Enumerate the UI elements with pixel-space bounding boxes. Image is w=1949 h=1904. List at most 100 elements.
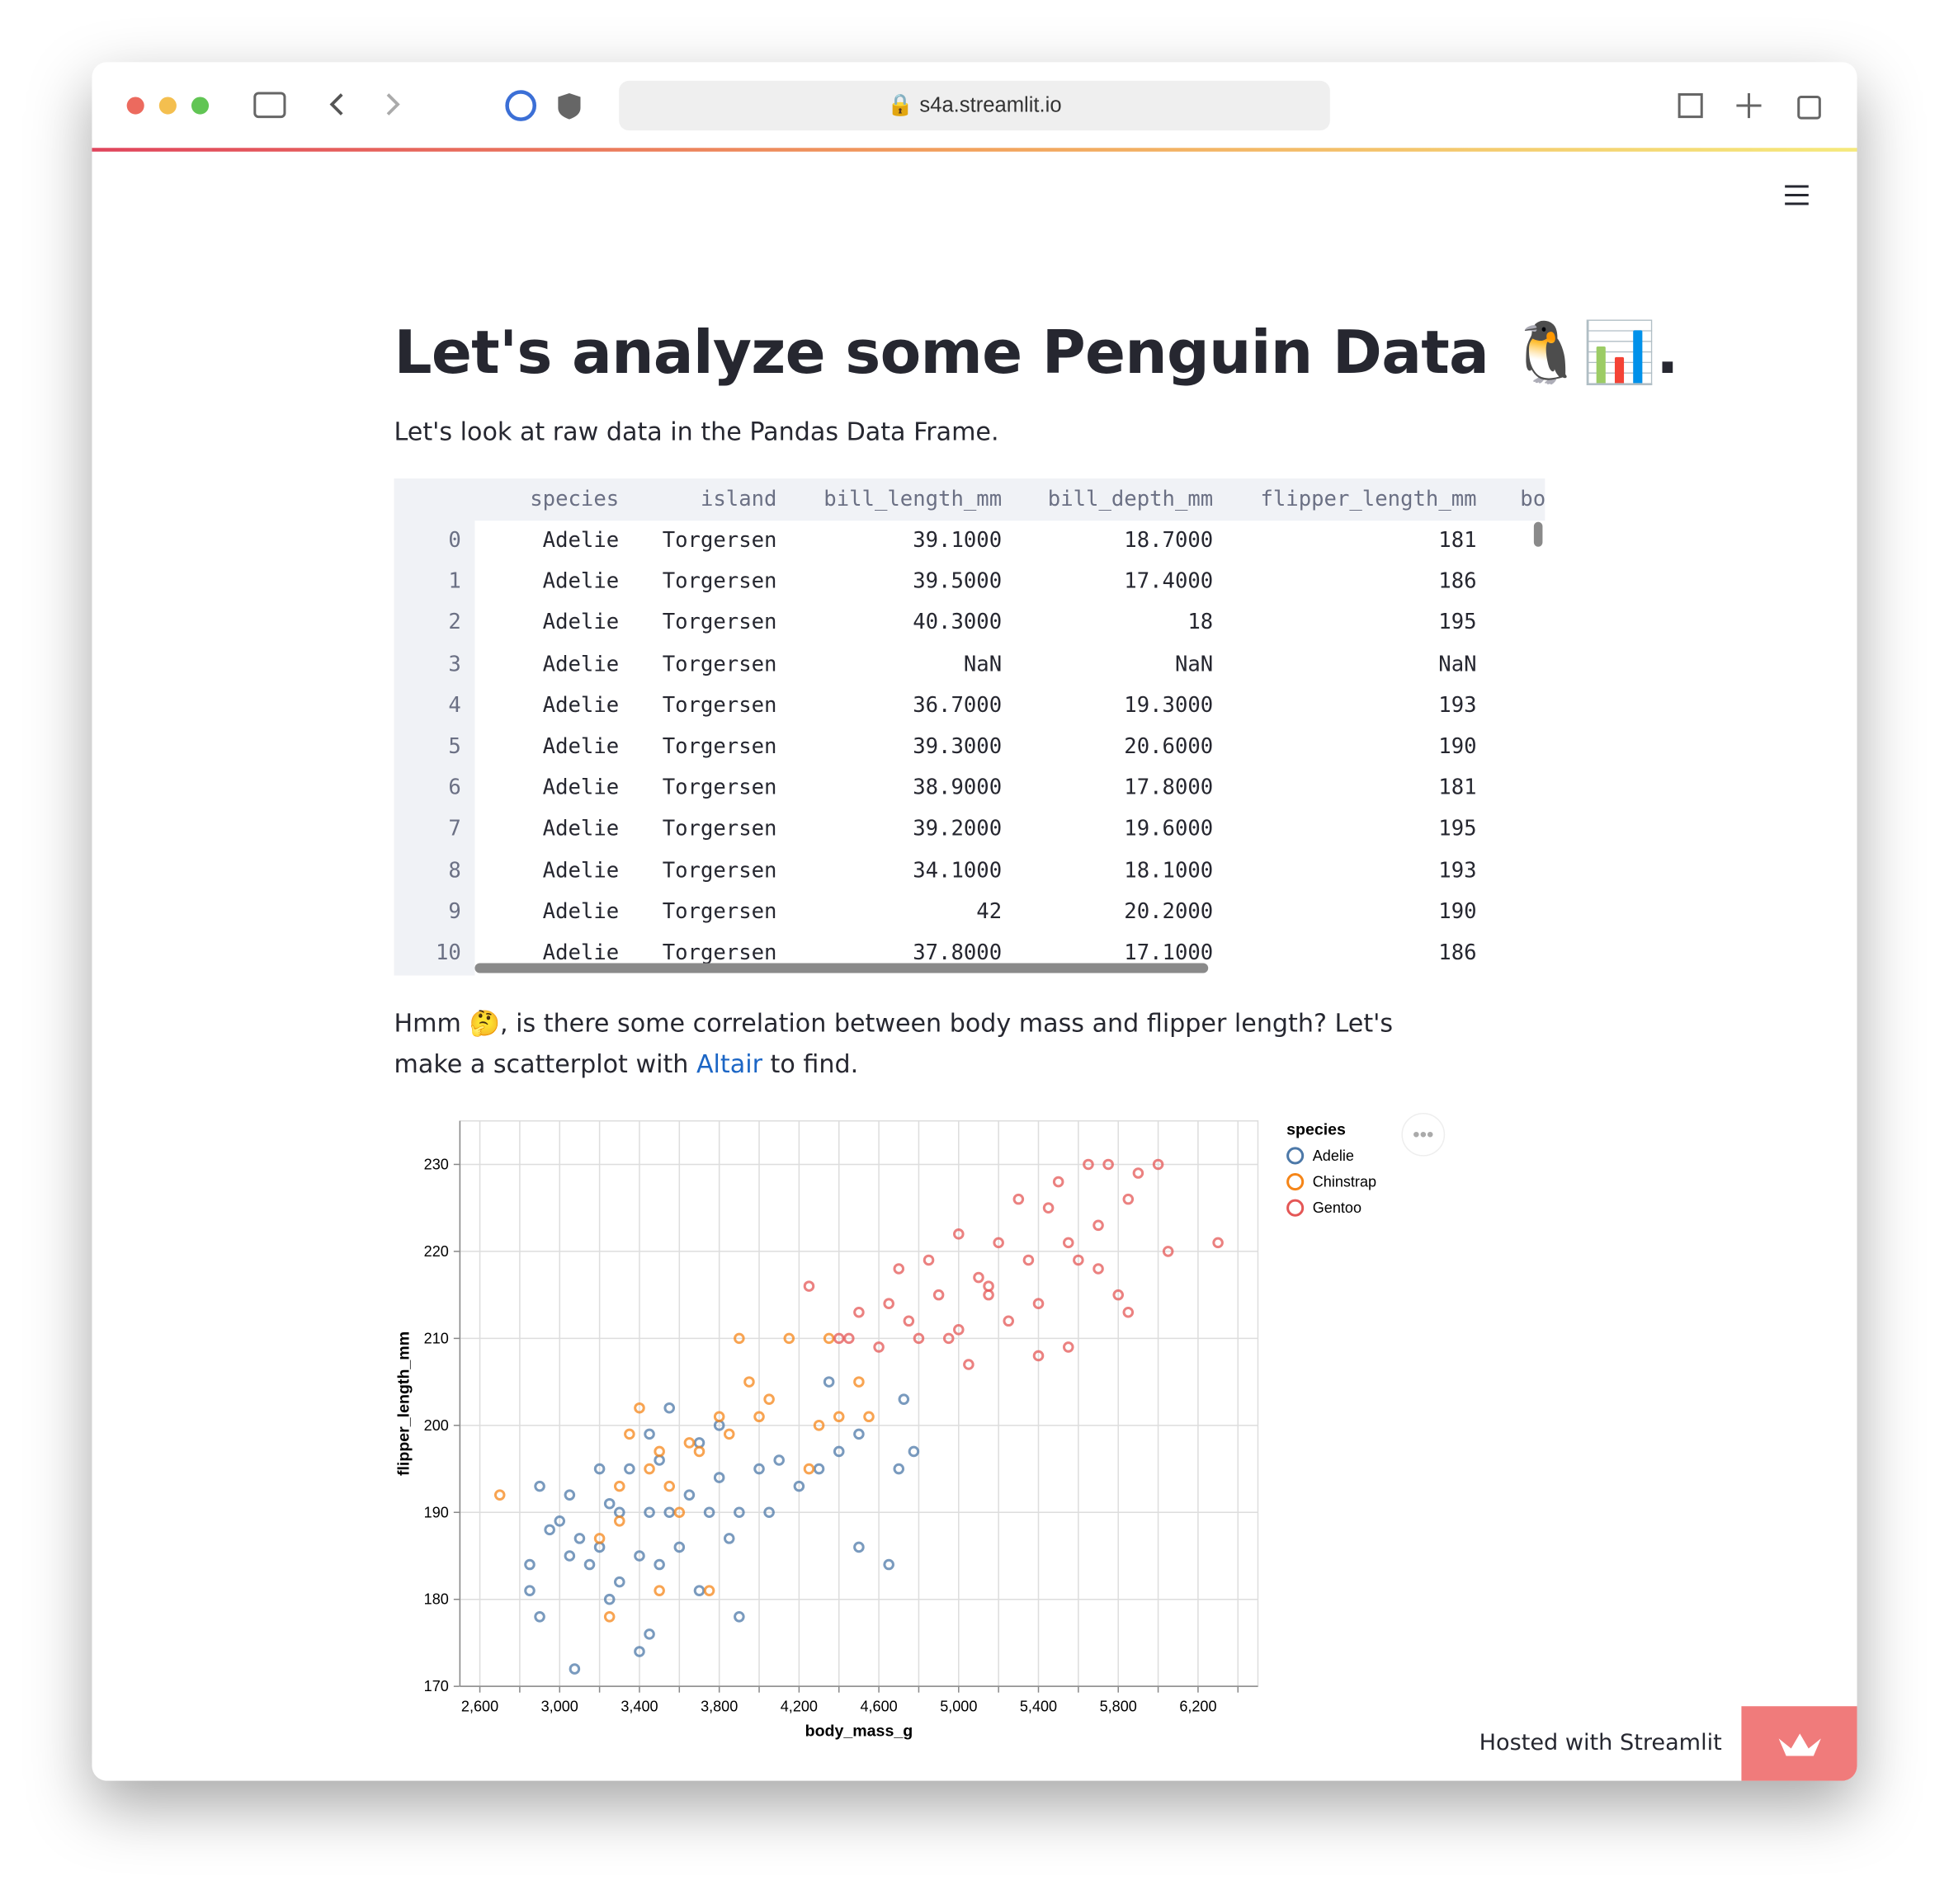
data-point — [524, 1558, 536, 1571]
data-point — [1003, 1315, 1015, 1327]
x-tick-label: 4,200 — [781, 1698, 818, 1714]
menu-button[interactable] — [1782, 182, 1812, 207]
table-cell: 37.8000 — [913, 940, 1003, 966]
data-frame[interactable]: species island bill_length_mm bill_depth_mm… — [394, 478, 1546, 976]
data-point — [942, 1332, 955, 1345]
data-point — [1152, 1158, 1164, 1171]
data-point — [583, 1558, 596, 1571]
new-tab-button[interactable] — [1736, 92, 1762, 119]
data-point — [1162, 1246, 1174, 1257]
data-point — [723, 1428, 735, 1440]
data-point — [813, 1420, 825, 1431]
data-point — [843, 1332, 855, 1345]
data-point — [908, 1445, 920, 1458]
table-cell: Torgersen — [662, 652, 777, 677]
table-cell: Adelie — [542, 775, 620, 801]
table-cell: 195 — [1438, 817, 1477, 842]
y-tick-label: 210 — [424, 1330, 449, 1346]
zoom-button[interactable] — [191, 97, 210, 115]
streamlit-badge[interactable] — [1741, 1706, 1857, 1781]
table-cell: 190 — [1438, 899, 1477, 925]
data-point — [1032, 1298, 1045, 1309]
table-cell: 42 — [976, 899, 1003, 925]
table-cell: Torgersen — [662, 817, 777, 842]
minimize-button[interactable] — [158, 97, 177, 115]
data-point — [903, 1315, 915, 1327]
table-cell: Torgersen — [662, 734, 777, 760]
close-button[interactable] — [126, 97, 144, 115]
table-cell: Torgersen — [662, 693, 777, 719]
table-cell: 18.1000 — [1124, 858, 1214, 884]
data-point — [603, 1497, 616, 1510]
legend-label: Adelie — [1313, 1148, 1354, 1164]
table-cell: 40.3000 — [913, 610, 1003, 636]
table-cell: 17.1000 — [1124, 940, 1214, 966]
data-point — [1052, 1176, 1064, 1188]
data-point — [564, 1489, 576, 1501]
toolbar-icons — [126, 90, 1821, 121]
row-index: 10 — [436, 940, 461, 966]
data-point — [743, 1376, 755, 1388]
data-point — [803, 1280, 815, 1292]
data-point — [898, 1393, 910, 1405]
data-point — [953, 1228, 965, 1240]
data-point — [703, 1585, 715, 1596]
data-point — [1092, 1219, 1104, 1232]
shield-icon[interactable] — [558, 92, 581, 120]
data-point — [783, 1332, 795, 1345]
altair-link[interactable]: Altair — [696, 1049, 762, 1079]
data-point — [1132, 1167, 1144, 1179]
table-cell: 193 — [1438, 693, 1477, 719]
data-point — [1083, 1158, 1094, 1171]
column-header: flipper_length_mm — [1260, 487, 1477, 512]
legend-symbol — [1286, 1199, 1305, 1217]
share-button[interactable] — [1678, 92, 1703, 119]
data-point — [823, 1376, 835, 1388]
data-point — [1012, 1193, 1025, 1205]
data-point — [603, 1593, 616, 1605]
y-tick-label: 200 — [424, 1417, 449, 1434]
table-cell: Adelie — [542, 569, 620, 595]
address-bar[interactable]: 🔒 s4a.streamlit.io — [619, 80, 1330, 131]
tabs-button[interactable] — [1797, 95, 1821, 120]
data-point — [703, 1506, 715, 1519]
table-cell: 17.4000 — [1124, 569, 1214, 595]
data-point — [883, 1558, 894, 1571]
data-point — [883, 1298, 894, 1309]
header-bg — [394, 478, 1546, 521]
data-point — [833, 1445, 845, 1458]
forward-button[interactable] — [386, 93, 400, 115]
data-point — [493, 1489, 506, 1501]
data-point — [569, 1663, 581, 1675]
x-tick-label: 3,400 — [621, 1698, 658, 1714]
table-cell: 20.2000 — [1124, 899, 1214, 925]
data-point — [893, 1263, 905, 1275]
data-point — [1032, 1350, 1045, 1362]
chart-actions-button[interactable] — [1401, 1112, 1446, 1157]
data-point — [753, 1463, 765, 1475]
data-point — [663, 1480, 676, 1492]
x-tick-label: 4,600 — [860, 1698, 897, 1714]
legend-symbol — [1286, 1147, 1305, 1165]
sidebar-button[interactable] — [253, 92, 286, 119]
data-point — [654, 1558, 665, 1571]
back-button[interactable] — [329, 93, 343, 115]
data-point — [683, 1489, 696, 1501]
data-point — [564, 1550, 576, 1562]
data-point — [853, 1376, 865, 1388]
table-cell: NaN — [1174, 652, 1214, 677]
hosted-text[interactable]: Hosted with Streamlit — [1479, 1729, 1722, 1756]
data-point — [753, 1411, 765, 1423]
data-point — [923, 1254, 935, 1266]
data-point — [833, 1411, 845, 1423]
data-point — [853, 1541, 865, 1553]
data-point — [1122, 1306, 1135, 1318]
table-cell: Adelie — [542, 693, 620, 719]
legend-symbol — [1286, 1173, 1305, 1191]
x-tick-label: 3,000 — [541, 1698, 578, 1714]
data-point — [763, 1393, 775, 1405]
row-index: 4 — [448, 693, 461, 719]
password-icon[interactable] — [505, 90, 537, 121]
table-cell: Adelie — [542, 528, 620, 554]
